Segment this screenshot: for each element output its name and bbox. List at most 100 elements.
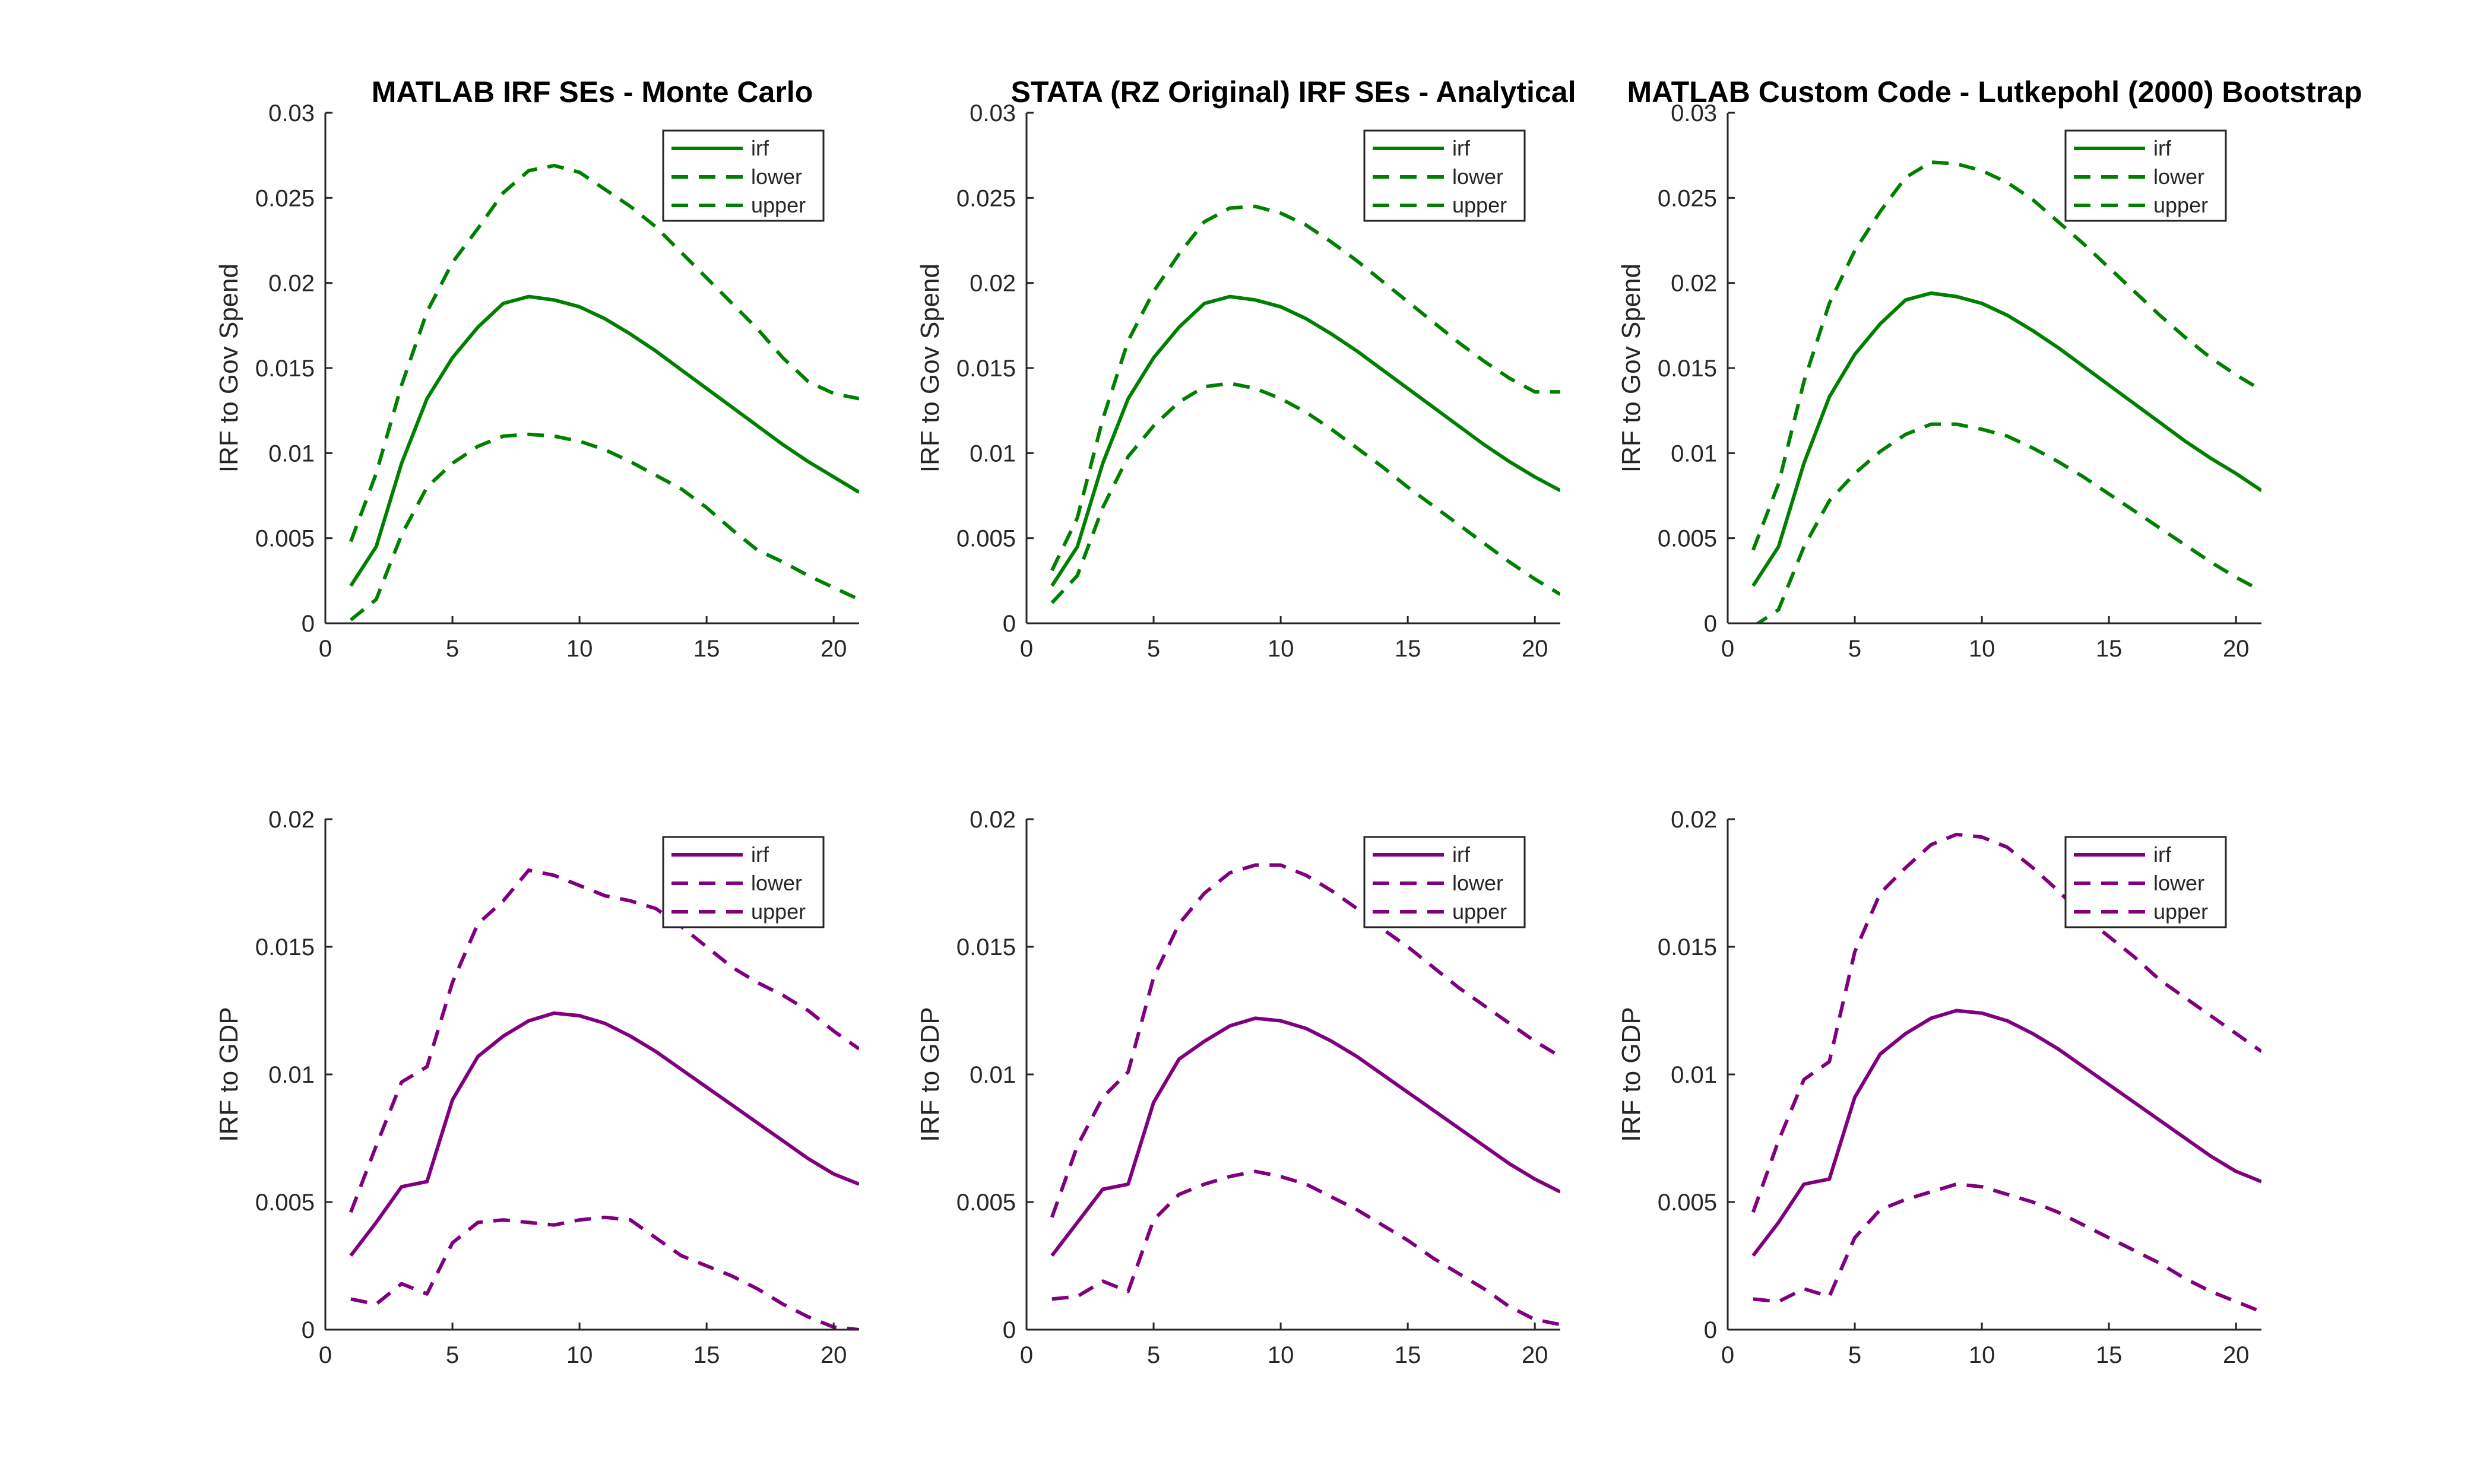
series-line-irf bbox=[349, 1011, 859, 1257]
legend-label-upper: upper bbox=[1452, 899, 1507, 924]
legend-label-upper: upper bbox=[1452, 193, 1507, 217]
panel-1: 0 5 10 15 20 0 0.005 0.01 0.015 0.02 0.025 0.03 IRF … bbox=[214, 75, 859, 662]
legend-label-upper: upper bbox=[2153, 193, 2208, 217]
y-tick-label: 0.025 bbox=[956, 185, 1016, 211]
legend: irf lower upper bbox=[662, 129, 825, 222]
y-tick-label: 0.02 bbox=[268, 807, 315, 833]
series-line-irf bbox=[1050, 1016, 1560, 1257]
y-tick-label: 0.01 bbox=[970, 1062, 1016, 1088]
y-tick-label: 0.015 bbox=[1658, 356, 1717, 382]
y-axis-label: IRF to Gov Spend bbox=[214, 264, 243, 473]
legend-label-lower: lower bbox=[751, 164, 802, 189]
y-axis-label: IRF to GDP bbox=[214, 1007, 243, 1141]
x-tick-label: 15 bbox=[1395, 1342, 1421, 1368]
x-tick-label: 0 bbox=[1721, 1342, 1734, 1368]
y-tick-label: 0.025 bbox=[255, 185, 315, 211]
legend-label-irf: irf bbox=[751, 136, 769, 160]
y-tick-label: 0.015 bbox=[1658, 934, 1717, 960]
x-tick-label: 20 bbox=[1522, 636, 1548, 662]
y-axis-label: IRF to Gov Spend bbox=[1617, 264, 1646, 473]
x-tick-label: 10 bbox=[566, 636, 593, 662]
panel-6: 0 5 10 15 20 0 0.005 0.01 0.015 0.02 IRF to GDP irf… bbox=[1617, 807, 2261, 1368]
series-line-upper bbox=[1050, 204, 1560, 572]
y-tick-label: 0 bbox=[1704, 1317, 1717, 1343]
x-tick-label: 20 bbox=[821, 636, 847, 662]
y-tick-label: 0.02 bbox=[1671, 807, 1717, 833]
x-tick-label: 5 bbox=[1848, 1342, 1861, 1368]
y-tick-label: 0.01 bbox=[1671, 440, 1717, 467]
x-tick-label: 10 bbox=[1969, 636, 1995, 662]
y-tick-label: 0.02 bbox=[1671, 271, 1717, 297]
x-tick-label: 0 bbox=[1721, 636, 1734, 662]
series-line-irf bbox=[349, 294, 859, 587]
legend-label-upper: upper bbox=[2153, 899, 2208, 924]
y-tick-label: 0.005 bbox=[1658, 526, 1717, 552]
panel-3: 0 5 10 15 20 0 0.005 0.01 0.015 0.02 0.025 0.03 IRF … bbox=[1617, 75, 2362, 662]
legend-box bbox=[1363, 129, 1526, 222]
x-tick-label: 0 bbox=[1020, 1342, 1033, 1368]
legend-label-lower: lower bbox=[2153, 164, 2204, 189]
y-tick-label: 0.005 bbox=[1658, 1190, 1717, 1216]
y-tick-label: 0.02 bbox=[970, 271, 1016, 297]
series-line-lower bbox=[1753, 1182, 2261, 1314]
y-tick-label: 0.03 bbox=[1671, 100, 1717, 126]
y-tick-label: 0 bbox=[1704, 611, 1717, 637]
x-tick-label: 20 bbox=[1522, 1342, 1548, 1368]
x-tick-label: 0 bbox=[1020, 636, 1033, 662]
x-tick-label: 15 bbox=[2096, 636, 2123, 662]
y-tick-label: 0.025 bbox=[1658, 185, 1717, 211]
legend-label-lower: lower bbox=[1452, 871, 1503, 895]
series-line-upper bbox=[349, 163, 859, 543]
x-tick-label: 10 bbox=[566, 1342, 593, 1368]
legend-box bbox=[2064, 129, 2227, 222]
y-tick-label: 0.005 bbox=[255, 1190, 315, 1216]
legend-box bbox=[662, 836, 825, 928]
legend: irf lower upper bbox=[2064, 836, 2227, 928]
panel-4: 0 5 10 15 20 0 0.005 0.01 0.015 0.02 IRF to GDP irf… bbox=[214, 807, 859, 1368]
series-line-upper bbox=[1050, 863, 1560, 1218]
y-tick-label: 0.015 bbox=[255, 934, 315, 960]
legend-label-irf: irf bbox=[1452, 136, 1471, 160]
x-tick-label: 15 bbox=[2096, 1342, 2123, 1368]
x-tick-label: 5 bbox=[1147, 1342, 1160, 1368]
x-tick-label: 5 bbox=[1147, 636, 1160, 662]
x-tick-label: 5 bbox=[446, 1342, 459, 1368]
series-line-lower bbox=[1050, 381, 1560, 604]
y-tick-label: 0.005 bbox=[255, 526, 315, 552]
y-axis-label: IRF to GDP bbox=[916, 1007, 945, 1141]
legend-label-lower: lower bbox=[1452, 164, 1503, 189]
x-tick-label: 15 bbox=[693, 636, 720, 662]
series-line-irf bbox=[1751, 291, 2261, 587]
y-tick-label: 0.01 bbox=[1671, 1062, 1717, 1088]
panel-title: STATA (RZ Original) IRF SEs - Analytical bbox=[1011, 75, 1576, 109]
y-tick-label: 0 bbox=[302, 1317, 315, 1343]
y-tick-label: 0.03 bbox=[268, 100, 315, 126]
x-tick-label: 10 bbox=[1268, 636, 1294, 662]
legend-box bbox=[662, 129, 825, 222]
series-line-upper bbox=[1751, 832, 2261, 1213]
y-tick-label: 0.01 bbox=[970, 440, 1016, 467]
panel-title: MATLAB IRF SEs - Monte Carlo bbox=[372, 75, 813, 109]
legend-label-irf: irf bbox=[1452, 842, 1471, 867]
legend-label-irf: irf bbox=[2153, 842, 2172, 867]
legend-label-upper: upper bbox=[751, 899, 806, 924]
legend: irf lower upper bbox=[1363, 129, 1526, 222]
legend: irf lower upper bbox=[662, 836, 825, 928]
y-tick-label: 0.015 bbox=[255, 356, 315, 382]
y-tick-label: 0.01 bbox=[268, 1062, 315, 1088]
series-line-upper bbox=[1751, 160, 2261, 551]
x-tick-label: 20 bbox=[2223, 1342, 2250, 1368]
x-tick-label: 10 bbox=[1969, 1342, 1995, 1368]
x-tick-label: 5 bbox=[1848, 636, 1861, 662]
x-tick-label: 15 bbox=[1395, 636, 1421, 662]
x-tick-label: 0 bbox=[319, 636, 332, 662]
legend-label-upper: upper bbox=[751, 193, 806, 217]
legend-box bbox=[2064, 836, 2227, 928]
y-tick-label: 0 bbox=[302, 611, 315, 637]
series-line-upper bbox=[349, 868, 859, 1213]
x-tick-label: 20 bbox=[821, 1342, 847, 1368]
series-line-lower bbox=[350, 1215, 859, 1330]
y-tick-label: 0.02 bbox=[268, 271, 315, 297]
legend-label-irf: irf bbox=[751, 842, 769, 867]
